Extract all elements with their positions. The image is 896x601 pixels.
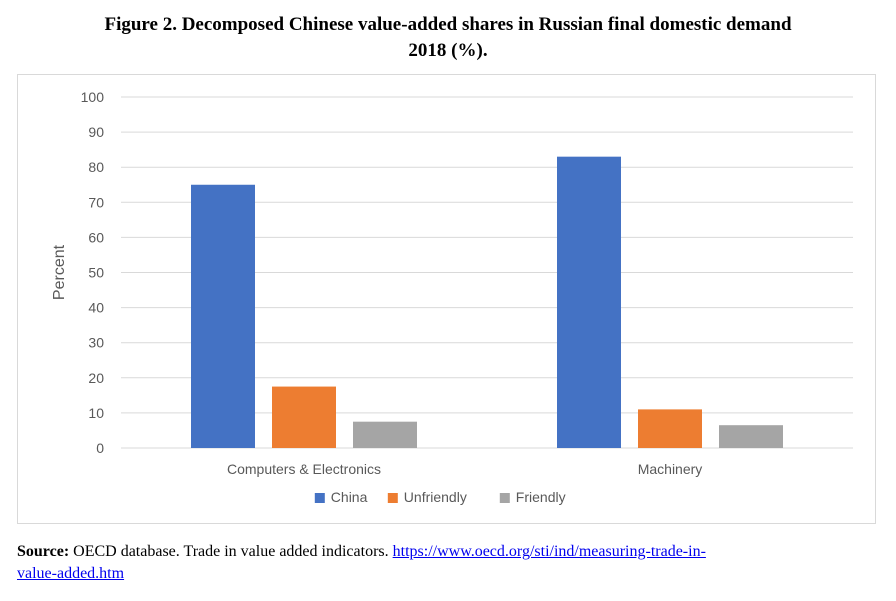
legend-swatch-unfriendly bbox=[387, 493, 398, 503]
figure-title-line2: 2018 (%). bbox=[408, 40, 488, 61]
y-tick-label: 70 bbox=[88, 194, 104, 210]
source-text: OECD database. Trade in value added indi… bbox=[69, 543, 393, 560]
legend-swatch-china bbox=[314, 493, 325, 503]
legend-swatch-friendly bbox=[499, 493, 510, 503]
source-link-part1[interactable]: https://www.oecd.org/sti/ind/measuring-t… bbox=[392, 543, 706, 560]
y-tick-label: 100 bbox=[81, 89, 105, 105]
y-tick-label: 50 bbox=[88, 265, 104, 281]
y-tick-label: 0 bbox=[96, 440, 104, 456]
bar-chart: 0 10 20 30 40 50 60 70 80 90 100 Percent Computers &… bbox=[51, 89, 853, 505]
legend-label-friendly: Friendly bbox=[516, 489, 566, 505]
y-axis-title: Percent bbox=[51, 244, 68, 300]
bar-friendly-1 bbox=[353, 421, 417, 448]
bar-china-1 bbox=[191, 184, 255, 448]
y-tick-label: 30 bbox=[88, 335, 104, 351]
bar-unfriendly-2 bbox=[638, 409, 702, 448]
y-tick-label: 20 bbox=[88, 370, 104, 386]
y-tick-label: 10 bbox=[88, 405, 104, 421]
y-tick-label: 60 bbox=[88, 229, 104, 245]
figure-title: Figure 2. Decomposed Chinese value-added… bbox=[0, 12, 896, 64]
source-label: Source: bbox=[17, 543, 70, 560]
x-category-label: Computers & Electronics bbox=[227, 461, 381, 477]
bar-unfriendly-1 bbox=[272, 386, 336, 448]
bar-friendly-2 bbox=[719, 425, 783, 448]
source-link-part2[interactable]: value-added.htm bbox=[17, 565, 125, 582]
y-tick-label: 80 bbox=[88, 159, 104, 175]
bar-china-2 bbox=[557, 156, 621, 449]
figure-title-line1: Figure 2. Decomposed Chinese value-added… bbox=[104, 14, 792, 35]
legend-label-china: China bbox=[331, 489, 368, 505]
y-tick-label: 90 bbox=[88, 124, 104, 140]
source-note: Source: OECD database. Trade in value ad… bbox=[17, 541, 877, 585]
x-category-label: Machinery bbox=[638, 461, 703, 477]
y-tick-label: 40 bbox=[88, 300, 104, 316]
chart-area: 0 10 20 30 40 50 60 70 80 90 100 Percent Computers &… bbox=[17, 74, 876, 524]
legend-label-unfriendly: Unfriendly bbox=[404, 489, 467, 505]
